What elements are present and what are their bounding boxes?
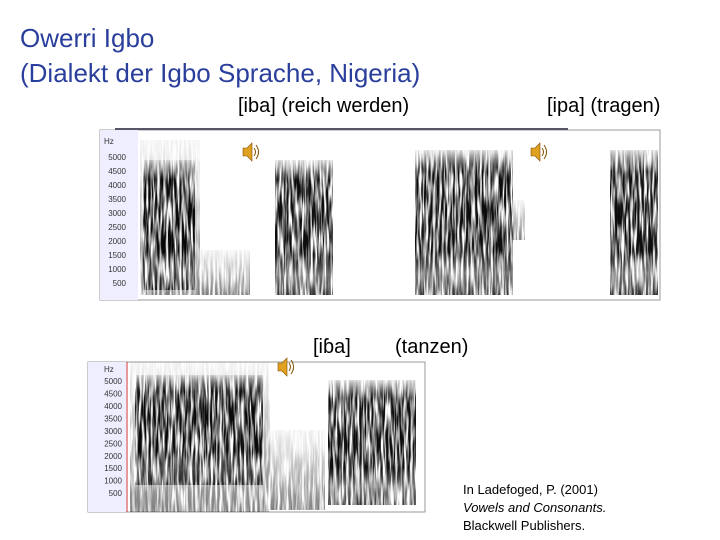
axis-unit: Hz xyxy=(104,365,114,374)
axis-unit: Hz xyxy=(104,137,114,146)
title: Owerri Igbo xyxy=(20,23,154,53)
axis-panel xyxy=(100,130,138,300)
word-label: [ipa] (tragen) xyxy=(547,95,660,117)
frequency-tick-label: 1500 xyxy=(108,251,126,260)
frequency-tick-label: 2000 xyxy=(108,237,126,246)
frequency-tick-label: 3500 xyxy=(108,195,126,204)
frequency-tick-label: 3000 xyxy=(104,427,122,436)
frequency-tick-label: 4500 xyxy=(108,167,126,176)
citation-line: In Ladefoged, P. (2001) xyxy=(463,482,598,497)
frequency-tick-label: 5000 xyxy=(108,153,126,162)
frequency-tick-label: 5000 xyxy=(104,377,122,386)
word-label: [iɓa] xyxy=(313,336,351,358)
frequency-tick-label: 3500 xyxy=(104,414,122,423)
axis-panel xyxy=(88,362,126,512)
subtitle: (Dialekt der Igbo Sprache, Nigeria) xyxy=(20,58,420,88)
spectrogram: Hz 5000 4500 4000 3500 3000 2500 2000 1500 1000 50… xyxy=(87,357,426,513)
citation-line: Blackwell Publishers. xyxy=(463,518,585,533)
frequency-tick-label: 1000 xyxy=(108,265,126,274)
spectrogram: Hz 5000 4500 4000 3500 3000 2500 2000 1500 1000 50… xyxy=(99,128,661,301)
frequency-tick-label: 500 xyxy=(113,279,127,288)
frequency-tick-label: 2500 xyxy=(104,439,122,448)
frequency-tick-label: 2500 xyxy=(108,223,126,232)
frequency-tick-label: 500 xyxy=(109,489,123,498)
frequency-tick-label: 1500 xyxy=(104,464,122,473)
word-label: (tanzen) xyxy=(395,336,468,358)
frequency-tick-label: 2000 xyxy=(104,452,122,461)
word-label: [iba] (reich werden) xyxy=(238,95,409,117)
frequency-tick-label: 4000 xyxy=(104,402,122,411)
frequency-tick-label: 3000 xyxy=(108,209,126,218)
citation-line: Vowels and Consonants. xyxy=(463,500,606,515)
frequency-tick-label: 4500 xyxy=(104,390,122,399)
frequency-tick-label: 1000 xyxy=(104,477,122,486)
frequency-tick-label: 4000 xyxy=(108,181,126,190)
